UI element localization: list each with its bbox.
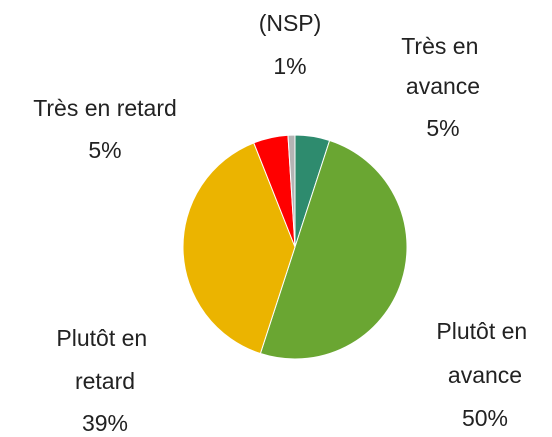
value-label: 5% — [88, 137, 121, 163]
slice-label: (NSP) — [259, 10, 322, 36]
pie-slice — [182, 142, 296, 355]
value-label: 5% — [426, 115, 459, 141]
label-line: (NSP) — [259, 10, 322, 36]
pie-slice — [259, 139, 408, 360]
value-label: 50% — [462, 405, 508, 431]
value-label: 39% — [82, 410, 128, 436]
label-line: Très en — [401, 33, 485, 59]
slice-label: Plutôt en retard — [56, 325, 153, 394]
label-line: retard — [75, 368, 135, 394]
label-line: avance — [406, 73, 480, 99]
label-line: Très en retard — [33, 95, 177, 121]
slice-label: Très en retard — [33, 95, 177, 121]
value-label: 1% — [273, 53, 306, 79]
slice-label: Plutôt en avance — [436, 318, 533, 388]
label-line: avance — [448, 362, 522, 388]
slice-label: Très en avance — [401, 33, 485, 99]
pie-slice — [287, 134, 296, 248]
label-line: Plutôt en — [436, 318, 533, 344]
label-line: Plutôt en — [56, 325, 153, 351]
